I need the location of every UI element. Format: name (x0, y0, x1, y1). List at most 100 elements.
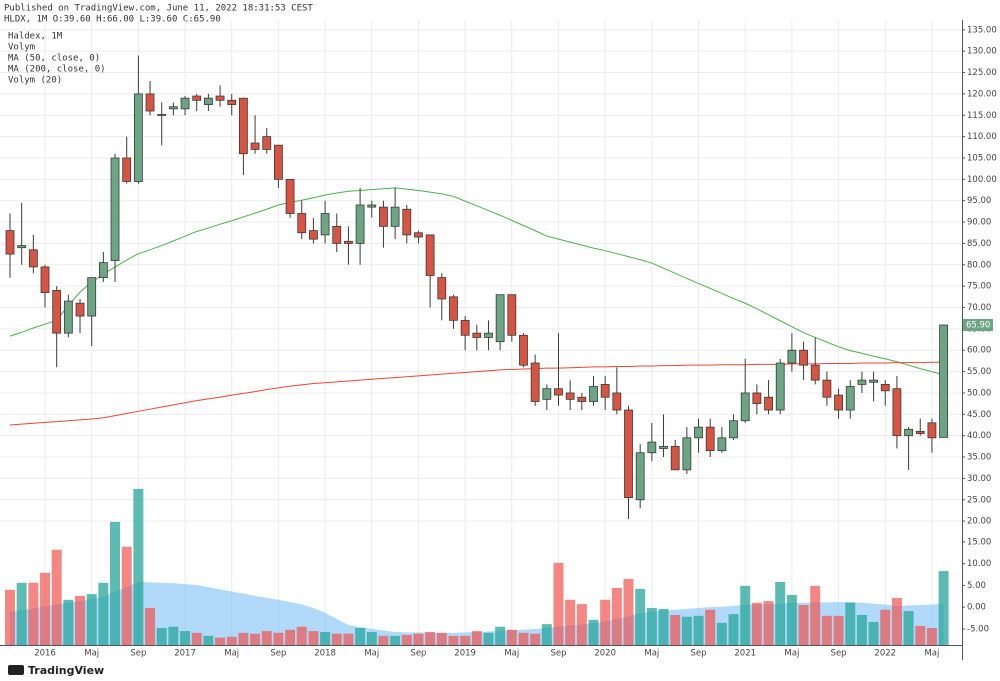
candle-body (764, 396, 773, 411)
candle-body (227, 99, 237, 105)
volume-bar (238, 632, 249, 645)
y2-tick-label: 10.00 (967, 559, 991, 569)
y-tick-label: 50.00 (967, 388, 991, 398)
y-tick-label: 80.00 (967, 260, 991, 270)
legend-entry: Volym (20) (8, 76, 62, 86)
volume-bar (915, 625, 926, 645)
volume-bar (576, 604, 587, 645)
candle-body (157, 114, 167, 116)
y2-tick-label: 0.00 (967, 603, 986, 613)
volume-bar (215, 637, 226, 645)
candle-body (472, 332, 482, 338)
y-tick-label: 25.00 (967, 495, 991, 505)
volume-bar (740, 585, 751, 645)
candle-body (787, 349, 797, 364)
volume-bar (611, 588, 622, 645)
x-tick-label: 2020 (594, 649, 616, 659)
volume-bar (51, 549, 62, 645)
volume-bar (308, 631, 319, 645)
volume-bar (798, 604, 809, 645)
candle-body (612, 392, 622, 411)
candle-body (682, 437, 692, 471)
candle-body (589, 386, 598, 402)
last-price-box (963, 319, 993, 332)
volume-bar (658, 608, 669, 645)
candle-body (309, 230, 318, 240)
symbol-header: HLDX, 1M O:39.60 H:66.00 L:39.60 C:65.90 (4, 15, 221, 25)
candle-body (775, 362, 785, 411)
volume-bar (810, 585, 821, 645)
candle-body (834, 394, 843, 411)
y-tick-label: 90.00 (967, 218, 991, 228)
last-price-label: 65.90 (966, 321, 990, 331)
volume-bar (926, 628, 937, 645)
volume-bar (600, 599, 611, 645)
volume-bar (646, 608, 657, 645)
y-tick-label: 95.00 (967, 196, 991, 206)
volume-bar (285, 629, 296, 645)
candle-body (320, 213, 330, 236)
x-tick-label: Sep (410, 649, 426, 659)
candle-body (379, 206, 388, 227)
logo-icon (8, 665, 24, 675)
candle-body (857, 379, 867, 385)
volume-bar (16, 582, 27, 645)
y-tick-label: 55.00 (967, 367, 991, 377)
candle-body (145, 93, 155, 112)
y-tick-label: 75.00 (967, 282, 991, 292)
candle-body (425, 234, 435, 276)
volume-bar (331, 633, 342, 645)
candle-body (484, 332, 493, 338)
x-tick-label: 2021 (734, 649, 756, 659)
volume-bar (565, 599, 576, 645)
volume-bar (110, 521, 121, 645)
y2-tick-label: 15.00 (967, 537, 991, 547)
x-tick-label: Maj (84, 649, 99, 659)
volume-bar (378, 635, 389, 645)
volume-bar (401, 634, 412, 645)
y-tick-label: 110.00 (967, 132, 997, 142)
candle-body (600, 384, 610, 398)
candle-body (203, 97, 213, 105)
candle-body (542, 388, 552, 400)
volume-bar (413, 633, 424, 645)
candle-body (752, 392, 762, 405)
volume-bar (845, 602, 856, 645)
candle-body (460, 319, 470, 336)
y-tick-label: 135.00 (967, 25, 997, 35)
candle-body (799, 349, 808, 366)
volume-bar (751, 602, 762, 645)
candle-body (740, 392, 750, 422)
candle-body (845, 386, 855, 411)
volume-bar (390, 635, 401, 645)
candle-body (939, 324, 948, 438)
candle-body (449, 296, 458, 321)
candle-body (892, 388, 902, 437)
volume-bar (145, 608, 156, 645)
x-tick-label: Sep (270, 649, 286, 659)
candle-body (647, 441, 657, 454)
candle-body (705, 426, 715, 452)
candle-body (810, 364, 820, 381)
volume-bar (903, 611, 914, 645)
candle-body (915, 430, 925, 434)
y-tick-label: 115.00 (967, 111, 997, 121)
volume-bar (716, 622, 727, 645)
y2-tick-label: 5.00 (967, 581, 986, 591)
candle-body (437, 277, 447, 300)
candle-body (122, 157, 132, 182)
candle-body (262, 136, 272, 150)
volume-bar (273, 632, 284, 645)
volume-bar (880, 609, 891, 645)
candle-body (250, 142, 260, 150)
volume-bar (156, 628, 167, 645)
volume-bar (541, 624, 552, 645)
candle-body (215, 95, 225, 101)
volume-bar (728, 614, 739, 645)
volume-bar (460, 635, 471, 645)
candle-body (192, 95, 202, 101)
candle-body (624, 409, 633, 499)
candle-body (355, 204, 365, 244)
candle-body (238, 97, 248, 155)
candle-body (880, 384, 890, 392)
